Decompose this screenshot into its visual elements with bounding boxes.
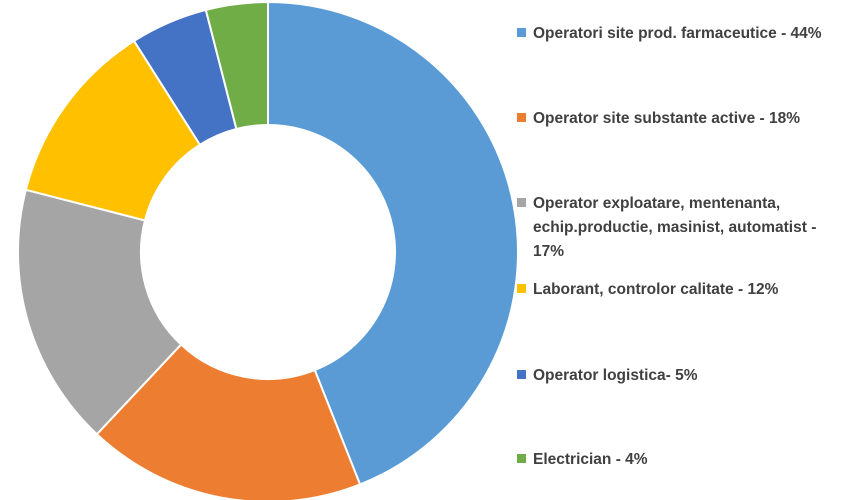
legend-swatch (517, 284, 526, 293)
legend-entry: Operator site substante active - 18% (517, 107, 835, 131)
legend-swatch (517, 113, 526, 122)
legend-label: Operator site substante active - 18% (533, 110, 801, 127)
legend-entry: Electrician - 4% (517, 448, 835, 472)
legend-entry: Laborant, controlor calitate - 12% (517, 278, 835, 302)
donut-slice (17, 188, 183, 436)
legend-swatch (517, 198, 526, 207)
legend-entry: Operatori site prod. farmaceutice - 44% (517, 22, 835, 46)
legend-label: Operator logistica- 5% (533, 367, 698, 384)
legend-swatch (517, 28, 526, 37)
donut-slice (95, 343, 362, 500)
donut-slice (267, 0, 519, 486)
legend-label: Laborant, controlor calitate - 12% (533, 281, 779, 298)
legend-swatch (517, 370, 526, 379)
legend-label: Operator exploatare, mentenanta, echip.p… (533, 195, 817, 260)
legend-entry: Operator exploatare, mentenanta, echip.p… (517, 192, 835, 264)
legend-entry: Operator logistica- 5% (517, 364, 835, 388)
legend-label: Electrician - 4% (533, 451, 648, 468)
legend-swatch (517, 454, 526, 463)
legend-label: Operatori site prod. farmaceutice - 44% (533, 25, 822, 42)
donut-slice (204, 0, 269, 131)
